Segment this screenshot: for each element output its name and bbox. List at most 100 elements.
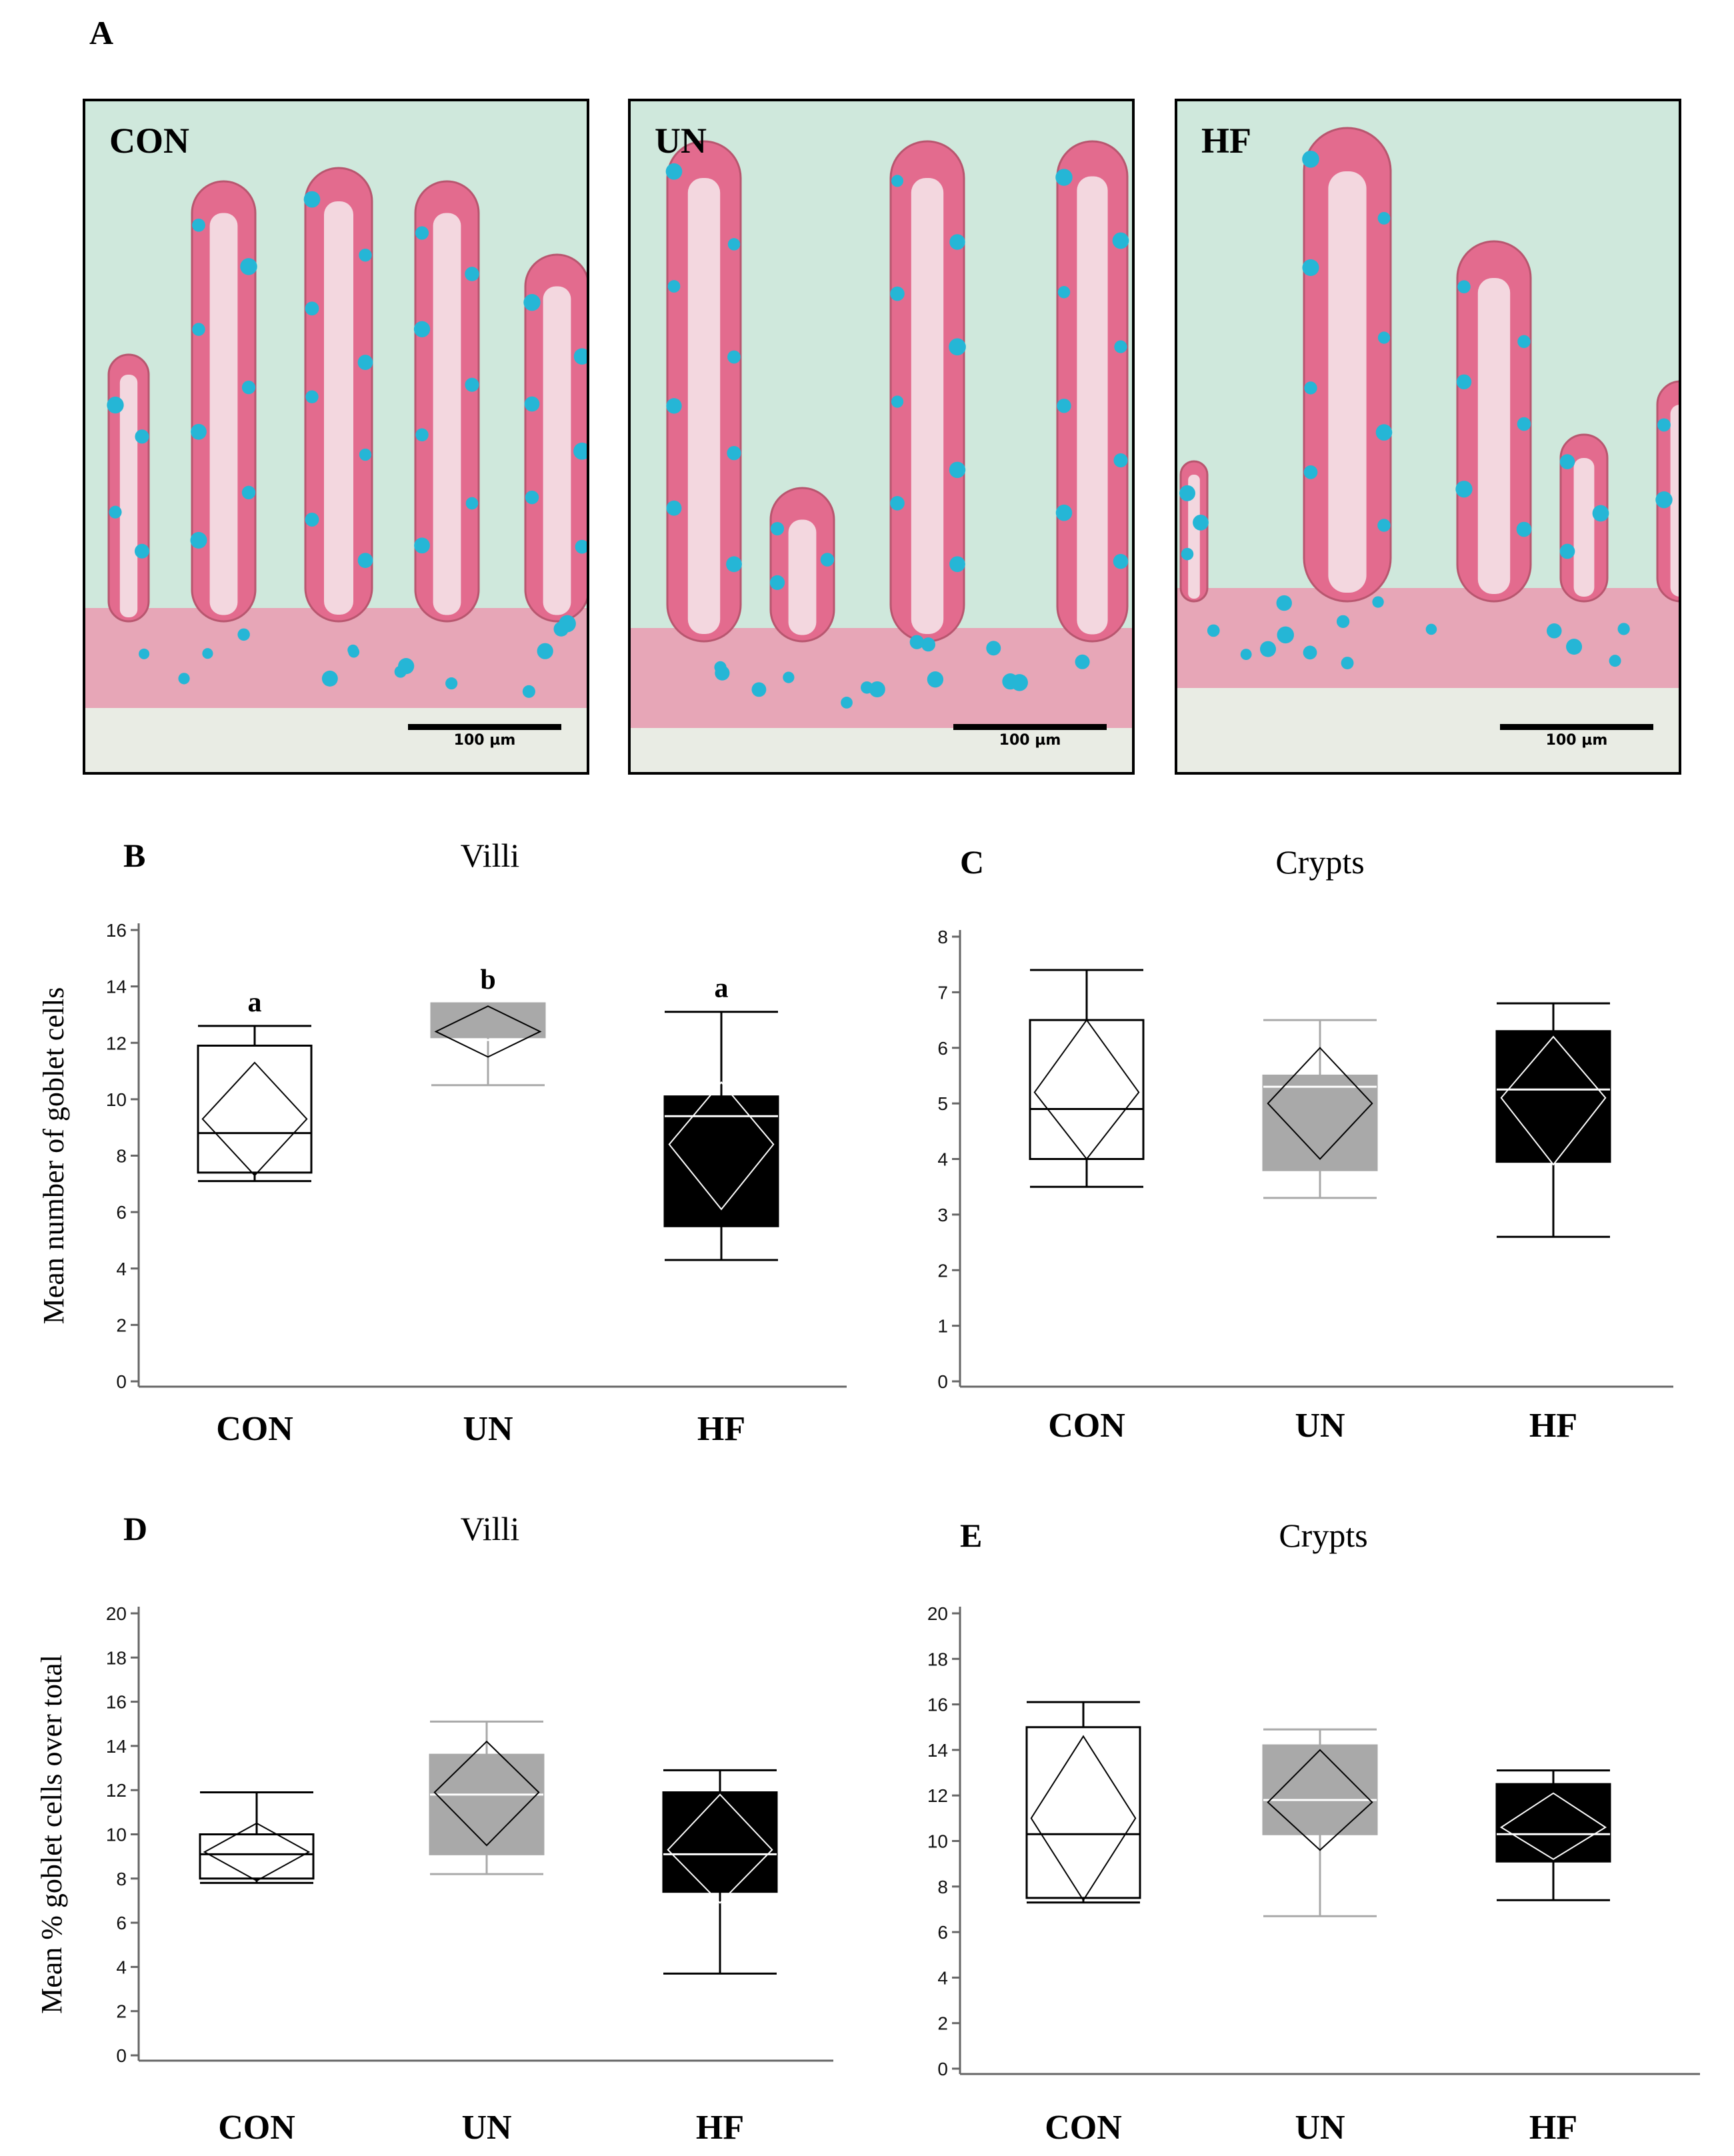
x-category-label: HF	[696, 2109, 744, 2147]
y-tick-label: 0	[937, 1371, 948, 1392]
y-tick-label: 20	[927, 1603, 948, 1624]
goblet-cell	[241, 381, 256, 395]
box-iqr	[430, 1002, 546, 1039]
goblet-cell	[523, 293, 541, 311]
goblet-cell	[357, 553, 373, 569]
mean-diamond	[1499, 1792, 1607, 1860]
mean-diamond	[1033, 1019, 1140, 1161]
mean-diamond	[668, 1081, 775, 1211]
crypt-goblet-cell	[1207, 624, 1220, 637]
goblet-cell	[359, 448, 372, 461]
goblet-cell	[107, 396, 124, 414]
mean-diamond	[1267, 1047, 1373, 1160]
x-category-label: HF	[1529, 1407, 1577, 1445]
goblet-cell	[667, 280, 681, 293]
mean-diamond	[203, 1822, 311, 1882]
villus-core	[1077, 176, 1108, 635]
crypt-goblet-cell	[237, 628, 250, 641]
villus-core	[1573, 458, 1595, 597]
micrograph-un-scale-label: 100 µm	[999, 732, 1061, 749]
goblet-cell	[465, 267, 479, 281]
crypt-goblet-cell	[1617, 623, 1630, 635]
y-tick-label: 1	[937, 1316, 948, 1337]
panel-letter: B	[123, 837, 145, 874]
crypt-goblet-cell	[1260, 641, 1277, 657]
goblet-cell	[891, 395, 904, 408]
box-iqr	[197, 1044, 313, 1174]
goblet-cell	[1657, 418, 1671, 432]
box-iqr	[1025, 1726, 1141, 1899]
y-tick-label: 2	[116, 1315, 127, 1335]
y-tick-label: 6	[116, 1913, 127, 1933]
panel-letter-a: A	[89, 14, 114, 51]
y-tick-label: 4	[937, 1149, 948, 1170]
box-un	[430, 1002, 546, 1087]
mean-diamond	[433, 1740, 540, 1847]
goblet-cell	[727, 445, 741, 461]
goblet-cell	[1055, 504, 1073, 521]
villus-core	[209, 213, 238, 615]
submucosa-band	[85, 708, 587, 772]
significance-letter: b	[480, 965, 495, 995]
y-tick-label: 7	[937, 982, 948, 1003]
villus-core	[119, 375, 138, 617]
goblet-cell	[1517, 335, 1531, 349]
goblet-cell	[891, 175, 904, 187]
y-tick-label: 10	[106, 1089, 127, 1110]
chart-d-percent-villi: D Villi Mean % goblet cells over total 0 2 4 6…	[35, 1510, 833, 2147]
y-tick-label: 20	[106, 1603, 127, 1624]
micrograph-un: UN 100 µm	[628, 99, 1135, 775]
goblet-cell	[465, 497, 479, 510]
box-un	[429, 1720, 545, 1875]
goblet-cell	[1304, 381, 1317, 395]
y-tick-label: 0	[116, 2045, 127, 2066]
goblet-cell	[240, 258, 257, 275]
mean-diamond	[1500, 1035, 1607, 1166]
y-tick-label: 14	[927, 1740, 948, 1761]
y-tick-label: 14	[106, 977, 127, 997]
goblet-cell	[525, 490, 539, 505]
box-con	[1025, 1701, 1141, 1904]
box-iqr	[1029, 1019, 1145, 1160]
goblet-cell	[1113, 553, 1129, 569]
y-tick-label: 16	[106, 1692, 127, 1713]
crypt-goblet-cell	[1276, 595, 1292, 611]
crypt-goblet-cell	[139, 648, 150, 659]
y-tick-label: 2	[937, 1260, 948, 1281]
panel-letter: C	[960, 843, 984, 881]
crypt-goblet-cell	[1240, 649, 1252, 660]
goblet-cell	[890, 496, 905, 511]
goblet-cell	[192, 218, 205, 232]
x-category-label: CON	[1045, 2109, 1122, 2147]
submucosa-band	[631, 728, 1132, 772]
x-category-label: CON	[216, 1410, 293, 1448]
micrograph-con-image	[85, 101, 587, 772]
goblet-cell	[1057, 285, 1071, 299]
crypt-goblet-cell	[348, 646, 360, 658]
micrograph-hf-image	[1177, 101, 1679, 772]
y-axis-label: Mean % goblet cells over total	[35, 1655, 68, 2014]
y-tick-label: 2	[937, 2013, 948, 2034]
crypt-goblet-cell	[783, 671, 795, 683]
goblet-cell	[1377, 331, 1391, 344]
micrograph-hf: HF 100 µm	[1175, 99, 1681, 775]
y-tick-label: 8	[937, 1877, 948, 1897]
crypt-goblet-cell	[715, 665, 730, 681]
chart-b-goblet-villi: B Villi Mean number of goblet cells 0 2 4 6 8 10…	[37, 837, 847, 1448]
micrograph-con-label: CON	[109, 121, 189, 161]
goblet-cell	[949, 461, 966, 479]
goblet-cell	[890, 286, 905, 301]
villus-core	[1328, 171, 1367, 593]
box-iqr	[429, 1753, 545, 1855]
y-tick-label: 6	[937, 1038, 948, 1059]
y-tick-label: 4	[937, 1967, 948, 1988]
goblet-cell	[305, 301, 319, 316]
crypt-goblet-cell	[869, 681, 885, 698]
goblet-cell	[305, 390, 319, 403]
goblet-cell	[135, 429, 149, 444]
y-tick-label: 2	[116, 2001, 127, 2022]
crypt-goblet-cell	[445, 677, 458, 690]
crypt-goblet-cell	[559, 615, 576, 633]
goblet-cell	[666, 500, 682, 516]
chart-title: Villi	[461, 1510, 520, 1547]
